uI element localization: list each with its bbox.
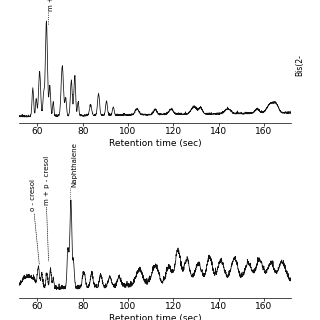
Text: Bis(2-: Bis(2- (296, 54, 305, 76)
Text: m + p - cresol: m + p - cresol (44, 155, 50, 204)
Text: Naphthalene: Naphthalene (71, 142, 77, 187)
Text: o - cresol: o - cresol (30, 179, 36, 211)
X-axis label: Retention time (sec): Retention time (sec) (109, 314, 202, 320)
Text: m + p - cresol: m + p - cresol (48, 0, 54, 11)
X-axis label: Retention time (sec): Retention time (sec) (109, 139, 202, 148)
